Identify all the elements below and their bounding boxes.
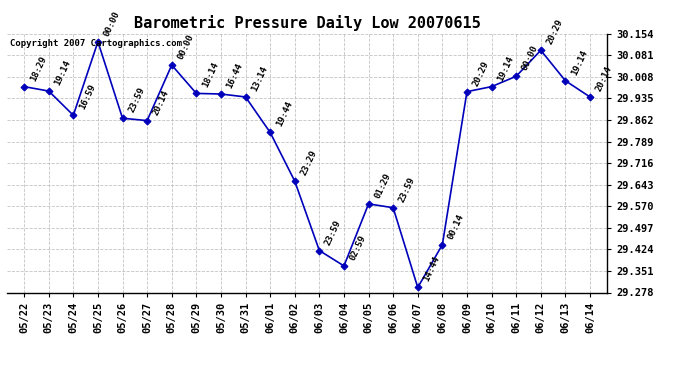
- Text: 20:29: 20:29: [545, 18, 564, 46]
- Text: 23:59: 23:59: [324, 218, 343, 246]
- Text: 16:44: 16:44: [225, 62, 245, 90]
- Text: 00:14: 00:14: [446, 212, 466, 240]
- Text: 14:44: 14:44: [422, 255, 442, 283]
- Text: 20:29: 20:29: [471, 59, 491, 87]
- Text: 20:14: 20:14: [594, 64, 613, 93]
- Text: 16:59: 16:59: [77, 83, 97, 111]
- Title: Barometric Pressure Daily Low 20070615: Barometric Pressure Daily Low 20070615: [134, 15, 480, 31]
- Text: 13:14: 13:14: [250, 64, 269, 93]
- Text: 00:00: 00:00: [102, 9, 121, 38]
- Text: Copyright 2007 Cartographics.com: Copyright 2007 Cartographics.com: [10, 39, 182, 48]
- Text: 00:00: 00:00: [176, 33, 195, 61]
- Text: 23:29: 23:29: [299, 149, 318, 177]
- Text: 19:14: 19:14: [53, 59, 72, 87]
- Text: 02:59: 02:59: [348, 234, 368, 262]
- Text: 00:00: 00:00: [520, 44, 540, 72]
- Text: 18:14: 18:14: [201, 61, 220, 89]
- Text: 23:59: 23:59: [127, 86, 146, 114]
- Text: 18:29: 18:29: [28, 54, 48, 82]
- Text: 19:44: 19:44: [275, 100, 294, 128]
- Text: 19:14: 19:14: [569, 48, 589, 76]
- Text: 23:59: 23:59: [397, 176, 417, 204]
- Text: 19:14: 19:14: [495, 54, 515, 82]
- Text: 01:29: 01:29: [373, 171, 392, 200]
- Text: 20:14: 20:14: [151, 88, 171, 116]
